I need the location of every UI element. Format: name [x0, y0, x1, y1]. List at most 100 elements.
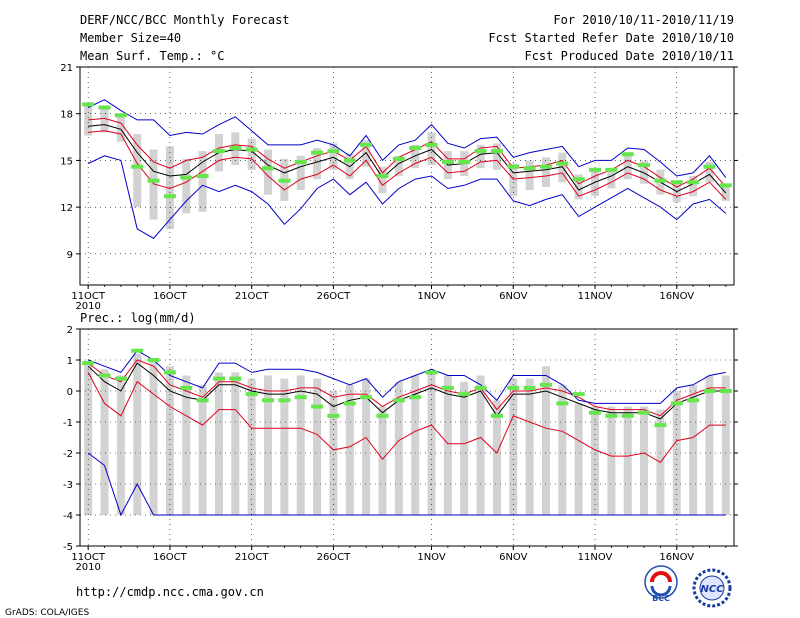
observed-marker-7	[180, 175, 193, 180]
member-box-7	[182, 375, 191, 515]
x-tick-label: 6NOV	[499, 552, 528, 563]
x-tick-label: 11NOV	[578, 552, 613, 563]
member-box-31	[574, 174, 583, 200]
observed-marker-3	[114, 113, 127, 118]
member-box-5	[149, 360, 158, 515]
member-box-15	[313, 147, 322, 180]
member-box-28	[525, 160, 534, 191]
observed-marker-16	[327, 149, 340, 154]
bcc-logo: BCC	[644, 565, 678, 603]
fcst-started: Fcst Started Refer Date 2010/10/10	[488, 31, 734, 45]
member-box-40	[721, 185, 730, 201]
observed-marker-4	[131, 348, 144, 353]
series-line-3	[87, 99, 727, 178]
observed-marker-1	[82, 361, 95, 366]
observed-marker-15	[311, 150, 324, 155]
x-tick-label: 16OCT	[153, 291, 188, 302]
member-box-11	[247, 378, 256, 515]
precipitation-panel: -5 -4 -3 -2 -1 0 1 2 11OCT 16OCT 21OCT 26OCT 1NOV 6NO…	[63, 311, 738, 573]
observed-marker-16	[327, 413, 340, 418]
observed-marker-6	[163, 194, 176, 199]
member-box-22	[427, 372, 436, 515]
member-box-26	[492, 400, 501, 515]
x-tick-label: 11NOV	[578, 291, 613, 302]
observed-marker-5	[147, 178, 160, 183]
plot-frame	[79, 66, 735, 286]
header-title: DERF/NCC/BCC Monthly Forecast	[80, 13, 290, 27]
observed-marker-30	[556, 161, 569, 166]
member-box-6	[165, 366, 174, 515]
observed-marker-29	[539, 164, 552, 169]
member-box-12	[264, 149, 273, 195]
observed-marker-26	[490, 413, 503, 418]
observed-marker-23	[441, 385, 454, 390]
observed-marker-33	[605, 413, 618, 418]
observed-marker-8	[196, 398, 209, 403]
member-box-38	[689, 384, 698, 515]
bcc-logo-text: BCC	[652, 594, 670, 603]
observed-marker-26	[490, 149, 503, 154]
footer-url[interactable]: http://cmdp.ncc.cma.gov.cn	[76, 585, 264, 599]
observed-marker-37	[670, 401, 683, 406]
x-tick-label: 26OCT	[317, 291, 352, 302]
member-box-1	[84, 104, 93, 136]
observed-marker-40	[719, 183, 732, 188]
member-box-4	[133, 353, 142, 515]
member-box-9	[214, 372, 223, 515]
observed-marker-39	[703, 389, 716, 393]
observed-marker-21	[409, 145, 422, 150]
member-box-38	[689, 176, 698, 197]
series-line-0	[87, 362, 726, 420]
member-box-21	[411, 375, 420, 515]
observed-marker-32	[589, 167, 602, 172]
ncc-logo-text: NCC	[700, 584, 724, 595]
member-box-26	[492, 143, 501, 170]
observed-marker-10	[229, 145, 242, 150]
member-box-27	[509, 163, 518, 197]
footer: http://cmdp.ncc.cma.gov.cn GrADS: COLA/I…	[5, 585, 264, 618]
observed-marker-13	[278, 398, 291, 403]
precipitation-title: Prec.: log(mm/d)	[80, 311, 196, 325]
observed-marker-12	[262, 166, 275, 171]
observed-marker-25	[474, 149, 487, 154]
observed-marker-10	[229, 376, 242, 381]
year-label: 2010	[75, 562, 100, 573]
member-box-16	[329, 143, 338, 170]
year-label: 2010	[75, 301, 100, 312]
series-line-0	[88, 124, 727, 194]
y-tick-label: 15	[60, 156, 73, 167]
member-box-37	[672, 391, 681, 515]
observed-marker-22	[425, 370, 438, 375]
observed-marker-28	[523, 166, 536, 171]
member-box-30	[558, 384, 567, 515]
observed-marker-32	[589, 410, 602, 415]
y-tick-label: 18	[60, 110, 73, 121]
observed-marker-17	[343, 158, 356, 163]
x-tick-label: 16NOV	[659, 552, 694, 563]
observed-marker-22	[425, 142, 438, 147]
x-tick-label: 11OCT	[71, 291, 106, 302]
member-box-19	[378, 166, 387, 194]
observed-marker-40	[719, 389, 732, 393]
member-box-40	[721, 375, 730, 515]
observed-marker-2	[98, 373, 111, 378]
member-box-14	[296, 375, 305, 515]
observed-marker-36	[654, 423, 667, 428]
series-line-2	[88, 130, 727, 200]
y-tick-label: -3	[63, 480, 73, 491]
observed-marker-6	[163, 370, 176, 375]
observed-marker-2	[98, 105, 111, 110]
observed-marker-31	[572, 177, 585, 182]
observed-marker-4	[131, 164, 144, 169]
plot-frame	[79, 328, 735, 547]
member-box-2	[100, 369, 109, 515]
observed-marker-24	[458, 392, 471, 397]
observed-marker-11	[245, 392, 258, 397]
member-box-14	[296, 155, 305, 191]
observed-marker-18	[360, 395, 373, 400]
member-size: Member Size=40	[80, 31, 181, 45]
observed-marker-36	[654, 178, 667, 183]
member-box-33	[607, 406, 616, 515]
bcc-logo-swirl	[650, 571, 672, 583]
observed-marker-19	[376, 413, 389, 418]
